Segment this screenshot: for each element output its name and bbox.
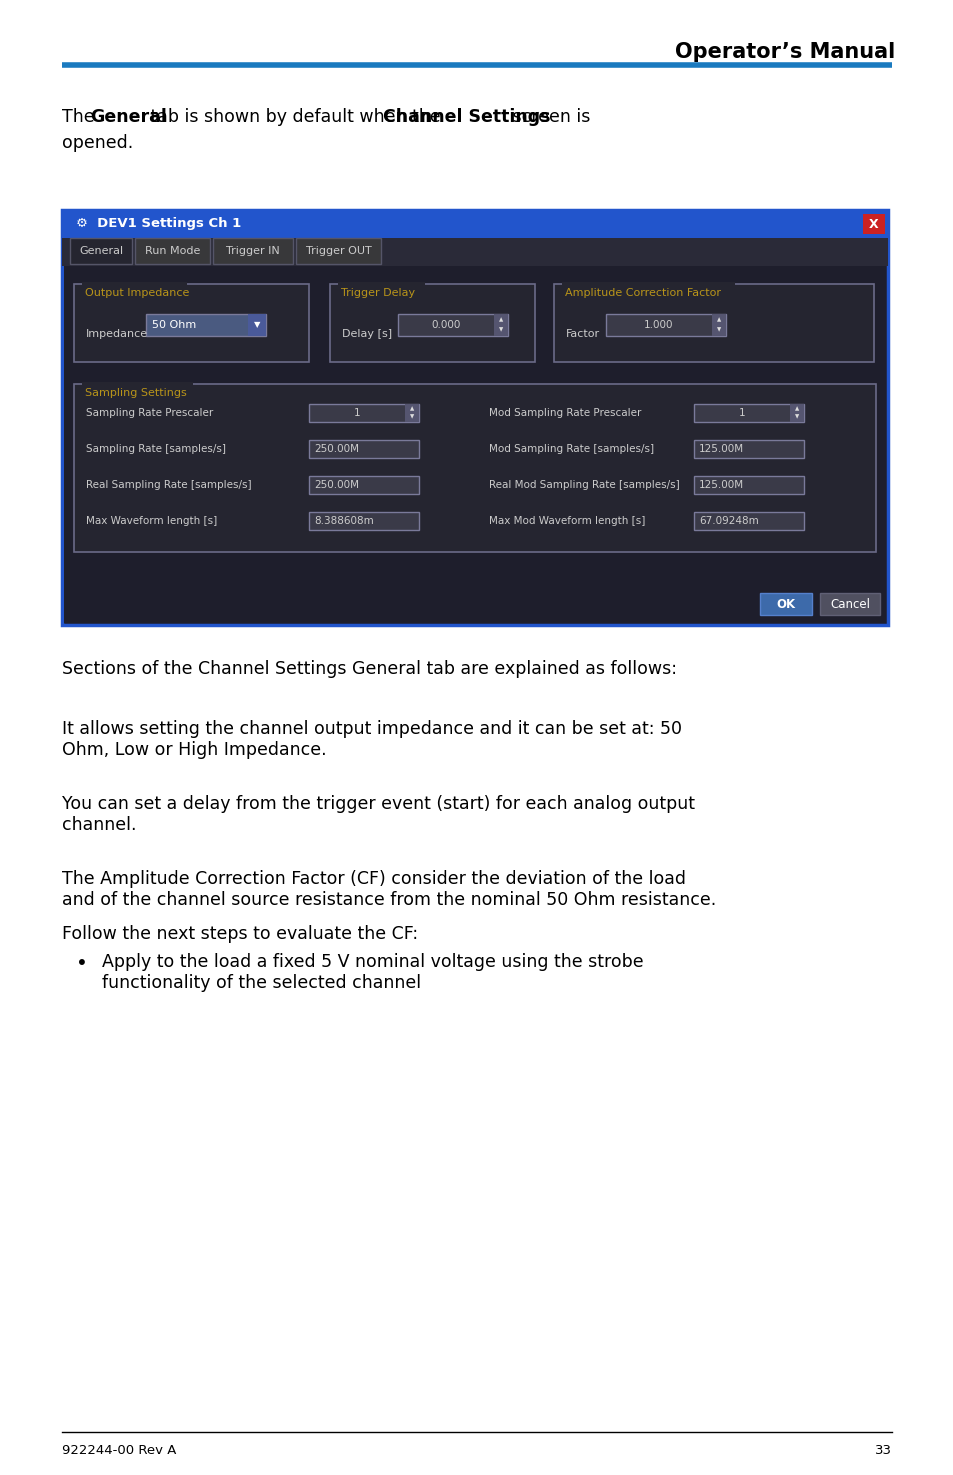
Text: Amplitude Correction Factor: Amplitude Correction Factor: [564, 288, 720, 298]
Bar: [62, 237, 887, 266]
Bar: [146, 314, 266, 336]
Text: General: General: [90, 108, 167, 125]
Text: Apply to the load a fixed 5 V nominal voltage using the strobe
functionality of : Apply to the load a fixed 5 V nominal vo…: [102, 953, 643, 991]
Text: Real Sampling Rate [samples/s]: Real Sampling Rate [samples/s]: [86, 479, 252, 490]
Bar: [561, 282, 735, 291]
Bar: [693, 440, 803, 459]
Text: Delay [s]: Delay [s]: [341, 329, 392, 339]
Text: ▲: ▲: [498, 317, 502, 323]
Bar: [64, 266, 885, 622]
Text: Mod Sampling Rate [samples/s]: Mod Sampling Rate [samples/s]: [489, 444, 654, 454]
Text: Run Mode: Run Mode: [145, 246, 200, 257]
Bar: [554, 285, 873, 361]
Text: Factor: Factor: [565, 329, 599, 339]
Text: 250.00M: 250.00M: [314, 479, 358, 490]
Text: ▲: ▲: [794, 407, 799, 412]
Text: General: General: [79, 246, 123, 257]
Text: 1.000: 1.000: [643, 320, 673, 330]
Text: It allows setting the channel output impedance and it can be set at: 50
Ohm, Low: It allows setting the channel output imp…: [62, 720, 681, 758]
Bar: [309, 512, 418, 530]
Bar: [82, 382, 193, 389]
Text: Sections of the Channel Settings General tab are explained as follows:: Sections of the Channel Settings General…: [62, 659, 677, 679]
Text: Trigger Delay: Trigger Delay: [340, 288, 415, 298]
Bar: [295, 237, 380, 264]
Text: X: X: [868, 217, 878, 230]
Text: Impedance: Impedance: [86, 329, 148, 339]
Text: Max Waveform length [s]: Max Waveform length [s]: [86, 516, 217, 527]
Bar: [70, 237, 132, 264]
Text: 1: 1: [738, 409, 744, 417]
Text: 67.09248m: 67.09248m: [699, 516, 758, 527]
Bar: [62, 209, 887, 625]
Bar: [693, 476, 803, 494]
Bar: [711, 314, 725, 336]
Text: ▼: ▼: [410, 414, 414, 419]
Text: Channel Settings: Channel Settings: [382, 108, 550, 125]
Bar: [82, 282, 187, 291]
Bar: [789, 404, 803, 422]
Text: Mod Sampling Rate Prescaler: Mod Sampling Rate Prescaler: [489, 409, 640, 417]
Text: Trigger IN: Trigger IN: [226, 246, 279, 257]
Text: Sampling Settings: Sampling Settings: [85, 388, 187, 398]
Bar: [309, 404, 418, 422]
Bar: [405, 404, 418, 422]
Text: ▲: ▲: [410, 407, 414, 412]
Text: 33: 33: [874, 1444, 891, 1457]
Text: ▲: ▲: [716, 317, 720, 323]
Text: 250.00M: 250.00M: [314, 444, 358, 454]
Text: opened.: opened.: [62, 134, 133, 152]
Bar: [248, 314, 266, 336]
Bar: [397, 314, 507, 336]
Bar: [693, 512, 803, 530]
Bar: [862, 214, 884, 235]
Text: ▼: ▼: [253, 320, 260, 329]
Bar: [494, 314, 507, 336]
Text: screen is: screen is: [507, 108, 590, 125]
Text: •: •: [76, 954, 88, 974]
Bar: [62, 209, 887, 237]
Text: 8.388608m: 8.388608m: [314, 516, 374, 527]
Text: Trigger OUT: Trigger OUT: [305, 246, 371, 257]
Text: Operator’s Manual: Operator’s Manual: [674, 41, 894, 62]
Text: 50 Ohm: 50 Ohm: [152, 320, 196, 330]
Bar: [337, 282, 424, 291]
Text: 125.00M: 125.00M: [699, 444, 743, 454]
Bar: [820, 593, 879, 615]
Text: Max Mod Waveform length [s]: Max Mod Waveform length [s]: [489, 516, 644, 527]
Bar: [693, 404, 803, 422]
Text: ▼: ▼: [716, 327, 720, 332]
Text: 1: 1: [354, 409, 360, 417]
Text: 922244-00 Rev A: 922244-00 Rev A: [62, 1444, 176, 1457]
Bar: [74, 285, 309, 361]
Text: ▼: ▼: [794, 414, 799, 419]
Text: Sampling Rate [samples/s]: Sampling Rate [samples/s]: [86, 444, 226, 454]
Bar: [760, 593, 811, 615]
Bar: [135, 237, 210, 264]
Text: ▼: ▼: [498, 327, 502, 332]
Text: The: The: [62, 108, 100, 125]
Bar: [309, 440, 418, 459]
Text: Follow the next steps to evaluate the CF:: Follow the next steps to evaluate the CF…: [62, 925, 417, 943]
Bar: [605, 314, 725, 336]
Text: 0.000: 0.000: [431, 320, 460, 330]
Text: You can set a delay from the trigger event (start) for each analog output
channe: You can set a delay from the trigger eve…: [62, 795, 695, 833]
Bar: [213, 237, 293, 264]
Bar: [309, 476, 418, 494]
Text: tab is shown by default when the: tab is shown by default when the: [145, 108, 445, 125]
Text: OK: OK: [776, 597, 795, 611]
Text: Cancel: Cancel: [829, 597, 869, 611]
Text: The Amplitude Correction Factor (CF) consider the deviation of the load
and of t: The Amplitude Correction Factor (CF) con…: [62, 870, 716, 909]
Text: Real Mod Sampling Rate [samples/s]: Real Mod Sampling Rate [samples/s]: [489, 479, 679, 490]
Text: 125.00M: 125.00M: [699, 479, 743, 490]
Text: ⚙  DEV1 Settings Ch 1: ⚙ DEV1 Settings Ch 1: [76, 217, 241, 230]
Text: Output Impedance: Output Impedance: [85, 288, 190, 298]
Bar: [330, 285, 535, 361]
Bar: [74, 384, 875, 552]
Text: Sampling Rate Prescaler: Sampling Rate Prescaler: [86, 409, 213, 417]
